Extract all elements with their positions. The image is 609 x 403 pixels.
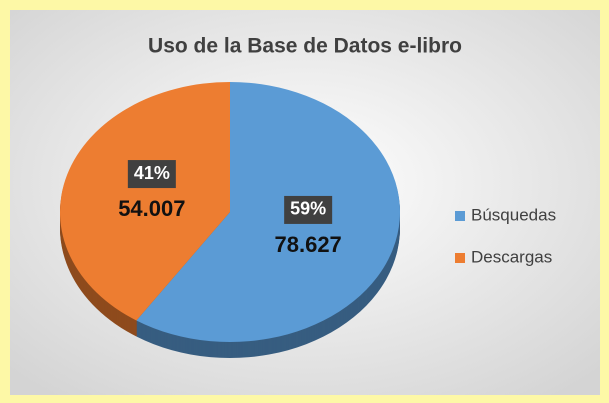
- percent-label-box: [284, 195, 333, 224]
- value-label: 54.007: [118, 196, 185, 221]
- percent-label: 41%: [134, 163, 170, 183]
- percent-label-box: [127, 160, 176, 189]
- percent-label: 59%: [290, 199, 326, 219]
- chart-title: Uso de la Base de Datos e-libro: [148, 35, 462, 58]
- legend-label: Descargas: [471, 247, 552, 266]
- legend-marker: [455, 253, 465, 263]
- legend-marker: [455, 211, 465, 221]
- legend-label: Búsquedas: [471, 205, 556, 224]
- slice: [136, 82, 401, 342]
- value-label: 78.627: [275, 232, 342, 257]
- slice: [60, 82, 231, 321]
